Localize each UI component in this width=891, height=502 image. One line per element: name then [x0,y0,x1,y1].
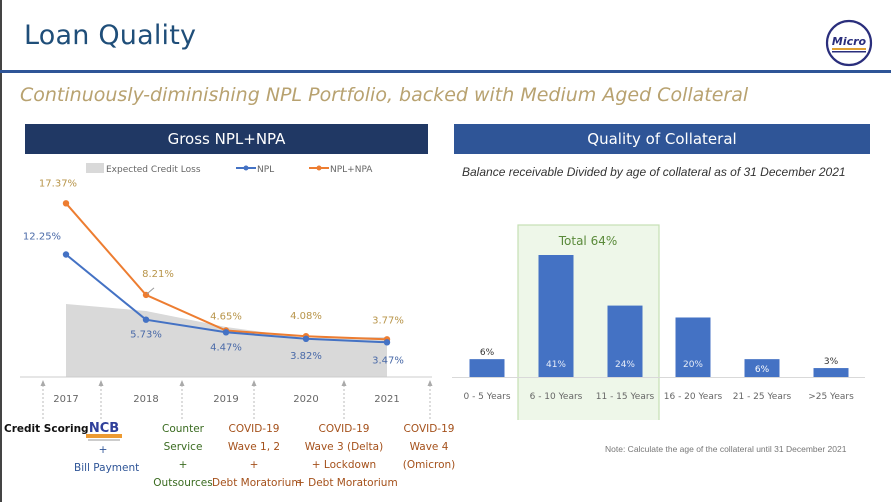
arrow-up-icon [98,380,104,386]
window-edge [0,0,2,502]
label-leader-line [146,287,155,295]
bar [744,359,780,377]
bar [675,317,711,377]
legend-nplnpa-label: NPL+NPA [330,165,373,175]
micro-logo: Micro [825,19,873,67]
bar-data-label: 41% [546,360,566,370]
x-tick-label: 16 - 20 Years [664,392,723,402]
logo-text: Micro [832,35,867,48]
arrow-up-icon [341,380,347,386]
nplnpa-point [62,200,70,207]
event-counter-service: Counter Service + Outsources [153,423,213,489]
legend-nplnpa-marker [316,165,322,171]
ncb-logo: NCB [86,421,122,441]
highlight-total-label: Total 64% [558,234,618,248]
npl-data-label: 3.82% [290,351,322,362]
x-tick-label: 2018 [133,394,158,405]
arrow-up-icon [427,380,433,386]
bar [469,359,505,377]
right-panel-heading: Quality of Collateral [454,124,870,154]
arrow-up-icon [179,380,185,386]
event-covid-wave4: COVID-19 Wave 4 (Omicron) [402,423,456,471]
x-tick-label: 11 - 15 Years [596,392,655,402]
bar-data-label: 6% [480,348,495,358]
arrow-up-icon [251,380,257,386]
event-credit-scoring: Credit Scoring [4,423,89,435]
bar-data-label: 20% [683,360,703,370]
collateral-subheading: Balance receivable Divided by age of col… [462,165,846,179]
event-covid-wave3: COVID-19 Wave 3 (Delta) + Lockdown [304,423,384,471]
x-tick-label: 2020 [293,394,318,405]
legend-npl-marker [243,165,249,171]
npl-point [302,335,310,342]
x-tick-label: 0 - 5 Years [463,392,510,402]
npl-data-label: 3.47% [372,355,404,366]
left-panel-heading: Gross NPL+NPA [25,124,428,154]
legend-ecl-swatch [86,163,104,173]
bar [538,255,574,377]
legend-ecl-label: Expected Credit Loss [106,165,201,175]
nplnpa-data-label: 17.37% [39,178,77,189]
x-tick-label: 21 - 25 Years [733,392,792,402]
npl-line-chart: Expected Credit Loss NPL NPL+NPA 2017 201… [20,163,433,420]
nplnpa-data-label: 4.08% [290,311,322,322]
nplnpa-data-label: 8.21% [142,269,174,280]
event-debt-moratorium-1: Debt Moratorium [212,477,302,489]
collateral-bar-chart: Total 64% 6% 0 - 5 Years 41% 6 - 10 Years 24%… [452,224,865,420]
x-tick-label: 2021 [374,394,399,405]
event-bill-payment: Bill Payment [74,462,140,474]
bar-data-label: 24% [615,360,635,370]
page-title: Loan Quality [24,20,197,51]
npl-data-label: 5.73% [130,330,162,341]
event-debt-moratorium-2: + Debt Moratorium [296,477,398,489]
arrow-up-icon [40,380,46,386]
x-tick-label: 2017 [53,394,78,405]
event-ncb-plus: + [98,444,108,456]
bar-data-label: 3% [824,357,839,367]
header-divider [0,70,891,73]
collateral-note: Note: Calculate the age of the collatera… [605,444,847,454]
npl-data-label: 4.47% [210,342,242,353]
bar [607,305,643,377]
nplnpa-data-label: 3.77% [372,315,404,326]
npl-point [142,316,150,323]
bar [813,368,849,377]
bar-data-label: 6% [755,365,770,375]
page-subtitle: Continuously-diminishing NPL Portfolio, … [20,84,749,106]
legend-npl-label: NPL [257,165,274,175]
npl-point [62,251,70,258]
event-covid-wave12: COVID-19 Wave 1, 2 + [227,423,281,471]
npl-point [383,339,391,346]
nplnpa-data-label: 4.65% [210,312,242,323]
npl-data-label: 12.25% [23,232,61,243]
npl-point [222,329,230,336]
x-tick-label: 6 - 10 Years [530,392,583,402]
x-tick-label: 2019 [213,394,238,405]
x-tick-label: >25 Years [808,392,854,402]
svg-text:NCB: NCB [89,421,119,436]
